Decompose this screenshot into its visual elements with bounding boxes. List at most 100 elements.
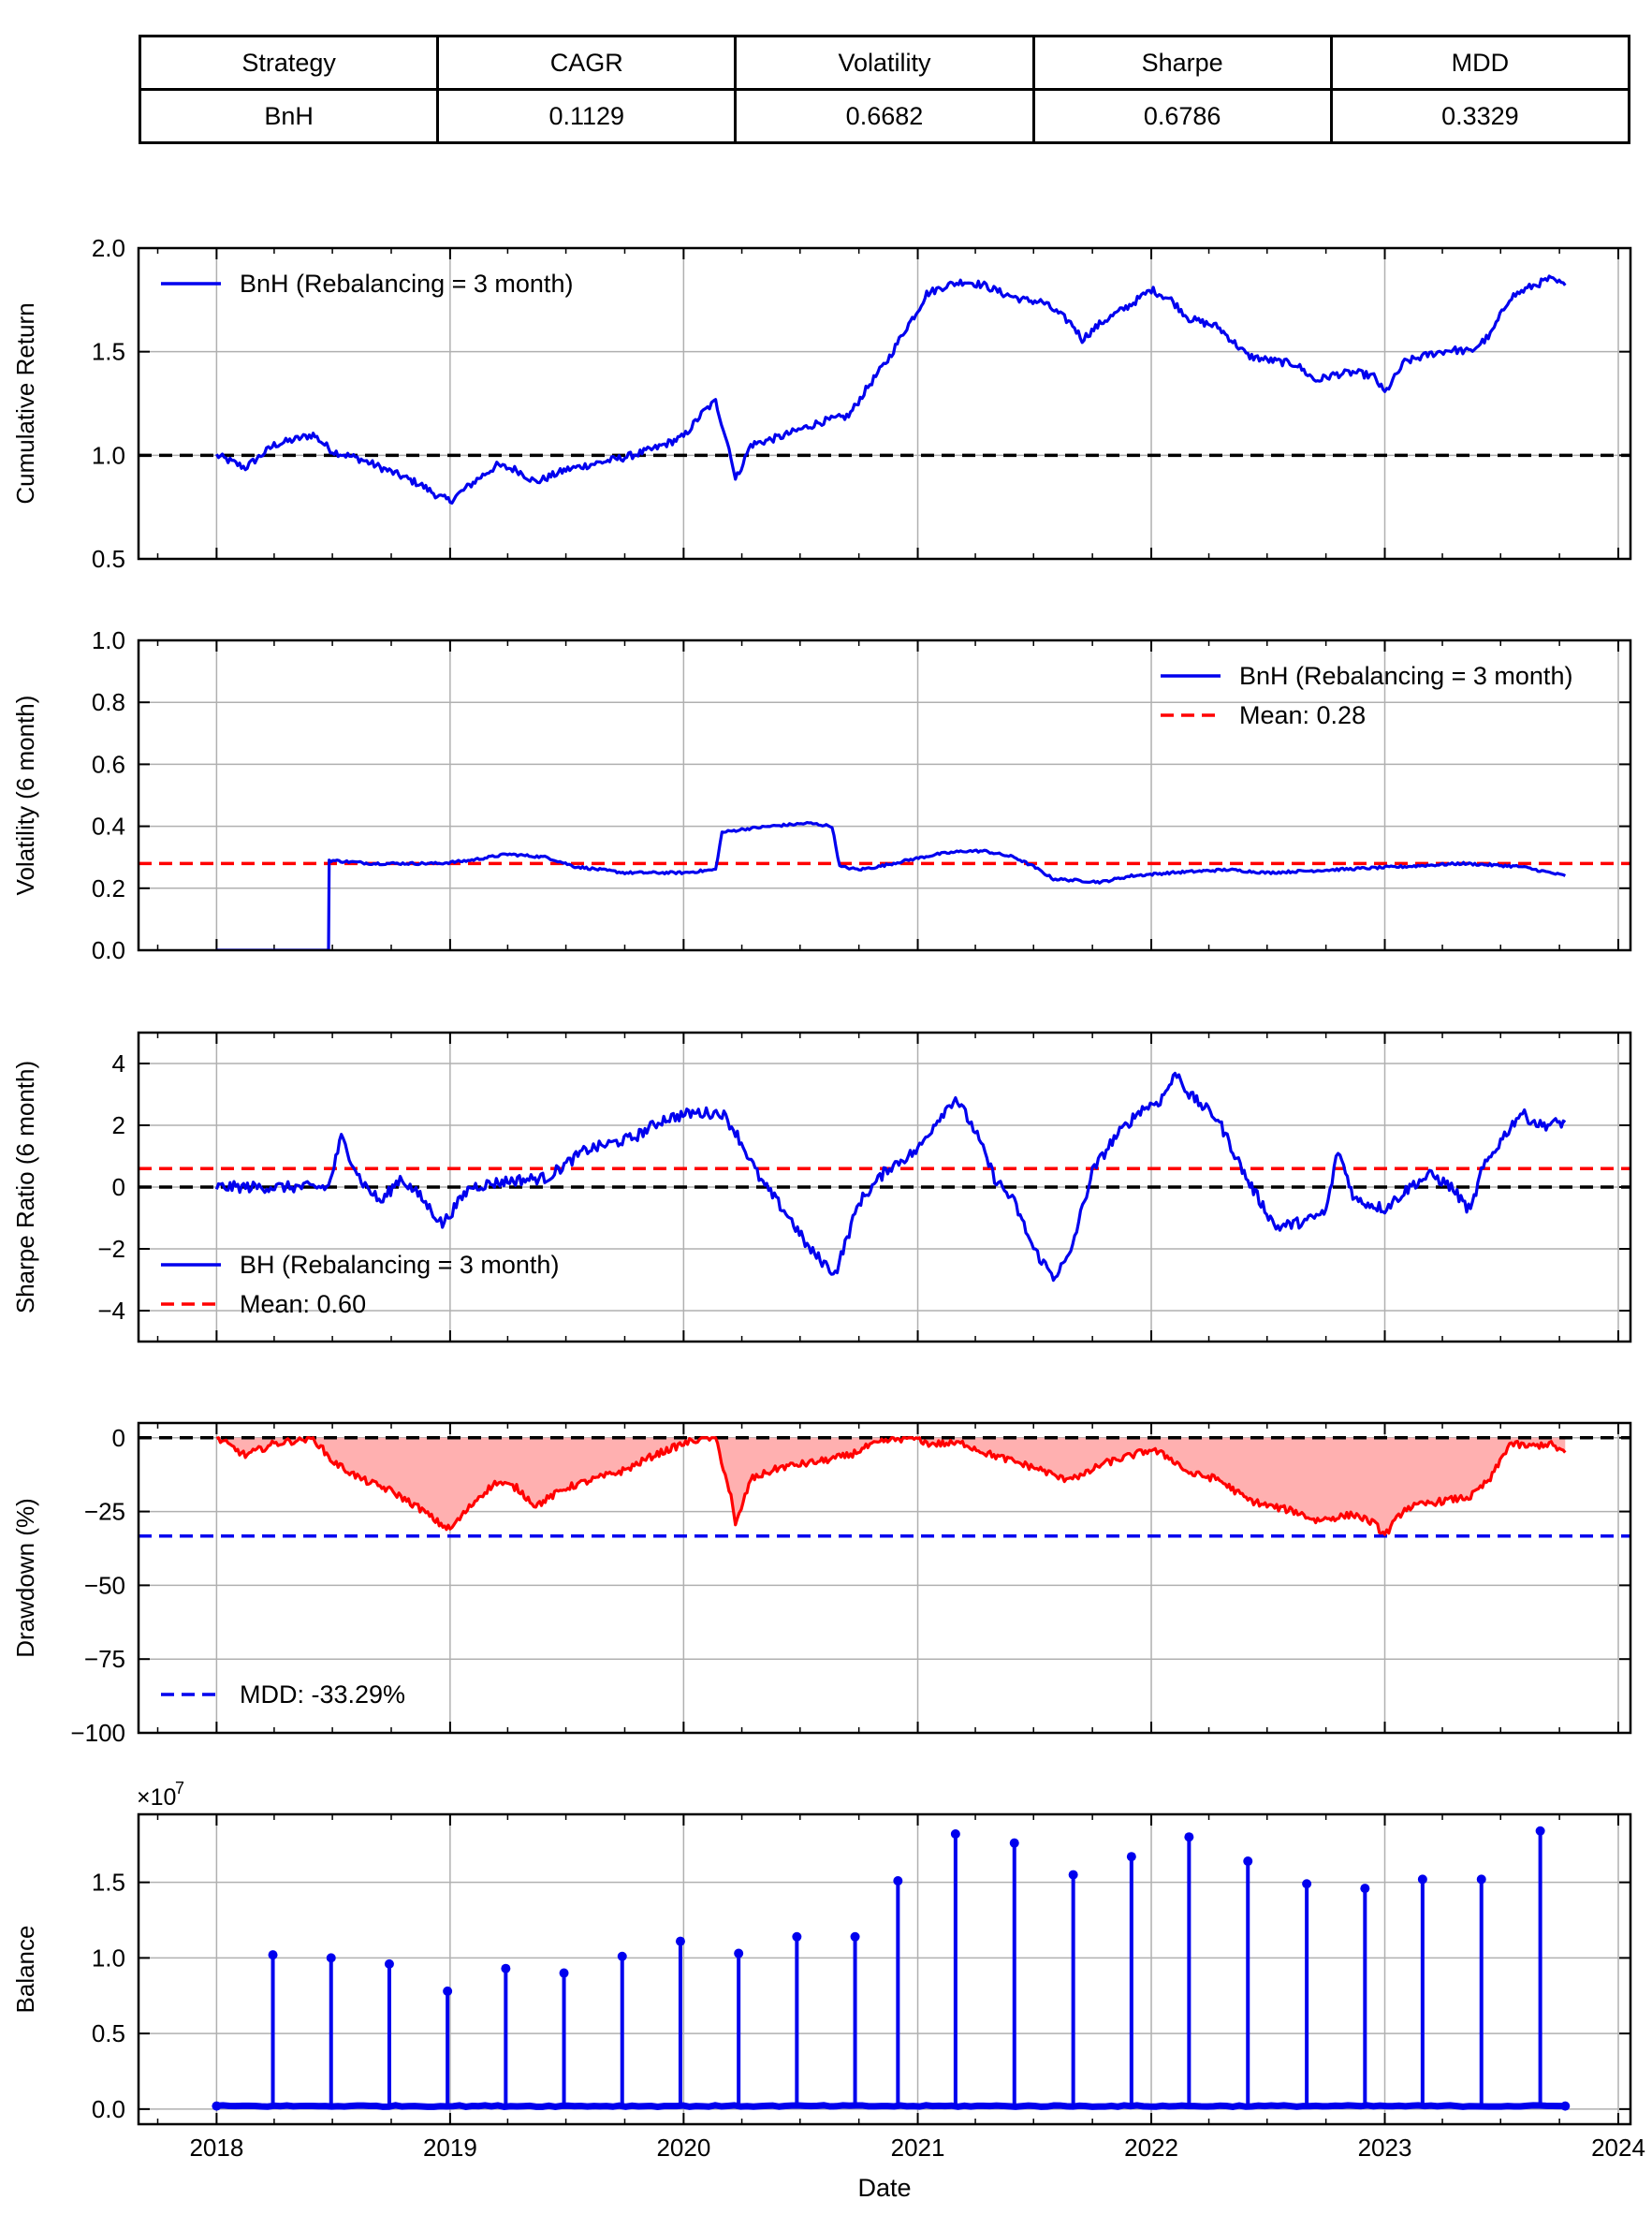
balance-point xyxy=(1068,1870,1078,1880)
balance-point xyxy=(734,1948,744,1958)
balance-point xyxy=(1243,1856,1253,1867)
axes-frame xyxy=(137,1031,1632,1343)
panel-2: 0.0 0.2 0.4 0.6 0.8 1.0 Volatility (6 month) Bn… xyxy=(11,626,1632,964)
y-tick-label: −25 xyxy=(84,1498,125,1526)
drawdown-fill xyxy=(216,1437,1566,1535)
y-tick-label: 2.0 xyxy=(92,234,125,262)
balance-point xyxy=(1476,1874,1486,1885)
panel-3: −4 −2 0 2 4 Sharpe Ratio (6 month) BH (Rebalan… xyxy=(11,1031,1632,1343)
balance-point xyxy=(1535,1826,1545,1836)
y-tick-label: −2 xyxy=(97,1235,125,1263)
x-tick-label: 2020 xyxy=(656,2134,710,2162)
cell-mdd: 0.3329 xyxy=(1329,88,1631,144)
balance-point xyxy=(850,1931,860,1942)
legend-label: Mean: 0.28 xyxy=(1239,701,1366,729)
legend-label: BnH (Rebalancing = 3 month) xyxy=(1239,662,1572,690)
metrics-data-row: BnH 0.1129 0.6682 0.6786 0.3329 xyxy=(138,88,1631,144)
series-line xyxy=(214,1071,1567,1283)
balance-point xyxy=(443,1986,453,1996)
plot-area xyxy=(139,820,1630,950)
header-cagr: CAGR xyxy=(436,35,738,91)
header-strategy: Strategy xyxy=(138,35,440,91)
y-axis-label: Drawdown (%) xyxy=(11,1498,39,1658)
plot-area xyxy=(139,274,1630,505)
balance-point xyxy=(501,1963,511,1973)
cell-sharpe: 0.6786 xyxy=(1031,88,1333,144)
panel-4: −100 −75 −50 −25 0 Drawdown (%) MDD: -33.29% xyxy=(11,1421,1632,1747)
x-axis-label: Date xyxy=(857,2174,911,2202)
balance-point xyxy=(792,1931,802,1942)
y-tick-label: 1.0 xyxy=(92,441,125,469)
x-tick-label: 2021 xyxy=(891,2134,945,2162)
balance-point xyxy=(1126,1852,1136,1862)
y-tick-label: −100 xyxy=(70,1719,125,1747)
y-axis-label: Balance xyxy=(11,1926,39,2014)
y-tick-label: 2 xyxy=(112,1111,125,1139)
balance-point xyxy=(1360,1884,1370,1894)
y-offset-text: ×10 xyxy=(137,1784,176,1811)
cell-volatility: 0.6682 xyxy=(734,88,1035,144)
header-mdd: MDD xyxy=(1329,35,1631,91)
y-tick-label: 1.0 xyxy=(92,626,125,654)
y-tick-label: 0.8 xyxy=(92,688,125,716)
axes-frame xyxy=(137,1421,1632,1735)
y-tick-label: −50 xyxy=(84,1571,125,1599)
panel-5: 0.0 0.5 1.0 1.5 Balance ×107 xyxy=(11,1779,1632,2126)
plot-area xyxy=(139,1071,1630,1283)
legend-label: BH (Rebalancing = 3 month) xyxy=(240,1251,559,1279)
plot-area xyxy=(212,1826,1571,2111)
axes-frame xyxy=(137,638,1632,952)
y-tick-label: 1.5 xyxy=(92,338,125,366)
balance-point xyxy=(1184,1832,1194,1842)
y-tick-label: 4 xyxy=(112,1049,125,1078)
y-tick-label: 0.4 xyxy=(92,813,125,841)
y-tick-label: 0.0 xyxy=(92,2095,125,2123)
x-tick-label: 2018 xyxy=(189,2134,243,2162)
balance-point xyxy=(893,1876,903,1886)
series-line xyxy=(216,820,1567,950)
y-axis-label: Volatility (6 month) xyxy=(11,696,39,896)
legend-label: Mean: 0.60 xyxy=(240,1290,366,1318)
balance-point xyxy=(675,1936,685,1946)
y-tick-label: 0.5 xyxy=(92,545,125,573)
plot-area xyxy=(139,1436,1630,1538)
x-tick-label: 2024 xyxy=(1591,2134,1645,2162)
header-sharpe: Sharpe xyxy=(1031,35,1333,91)
x-tick-label: 2019 xyxy=(423,2134,477,2162)
balance-point xyxy=(268,1950,278,1960)
y-offset-exponent: 7 xyxy=(175,1779,184,1797)
y-tick-label: 1.5 xyxy=(92,1869,125,1897)
balance-point xyxy=(950,1828,960,1839)
balance-baseline xyxy=(216,2102,1566,2110)
panel-1: 0.5 1.0 1.5 2.0 Cumulative Return BnH (Rebala… xyxy=(11,234,1632,573)
legend-label: MDD: -33.29% xyxy=(240,1680,405,1709)
axes-frame xyxy=(137,1812,1632,2126)
balance-point xyxy=(1302,1879,1312,1889)
x-tick-label: 2022 xyxy=(1124,2134,1178,2162)
y-tick-label: 0.2 xyxy=(92,874,125,902)
balance-point xyxy=(559,1968,569,1978)
y-tick-label: −75 xyxy=(84,1645,125,1673)
metrics-header-row: Strategy CAGR Volatility Sharpe MDD xyxy=(138,35,1631,91)
balance-point xyxy=(1560,2101,1571,2111)
balance-point xyxy=(1417,1874,1427,1885)
y-axis-label: Cumulative Return xyxy=(11,302,39,504)
axes-frame xyxy=(137,246,1632,561)
header-volatility: Volatility xyxy=(734,35,1035,91)
drawdown-line xyxy=(215,1436,1567,1536)
y-tick-label: 1.0 xyxy=(92,1944,125,1972)
y-tick-label: 0.0 xyxy=(92,936,125,964)
y-tick-label: 0 xyxy=(112,1173,125,1201)
legend-label: BnH (Rebalancing = 3 month) xyxy=(240,270,573,298)
cell-cagr: 0.1129 xyxy=(436,88,738,144)
balance-point xyxy=(384,1958,394,1969)
y-axis-label: Sharpe Ratio (6 month) xyxy=(11,1061,39,1313)
x-tick-label: 2023 xyxy=(1358,2134,1412,2162)
y-tick-label: 0 xyxy=(112,1424,125,1452)
y-tick-label: −4 xyxy=(97,1297,125,1325)
y-tick-label: 0.6 xyxy=(92,750,125,778)
balance-point xyxy=(212,2101,222,2111)
metrics-table: Strategy CAGR Volatility Sharpe MDD BnH … xyxy=(138,35,1631,144)
series-line xyxy=(214,274,1567,505)
